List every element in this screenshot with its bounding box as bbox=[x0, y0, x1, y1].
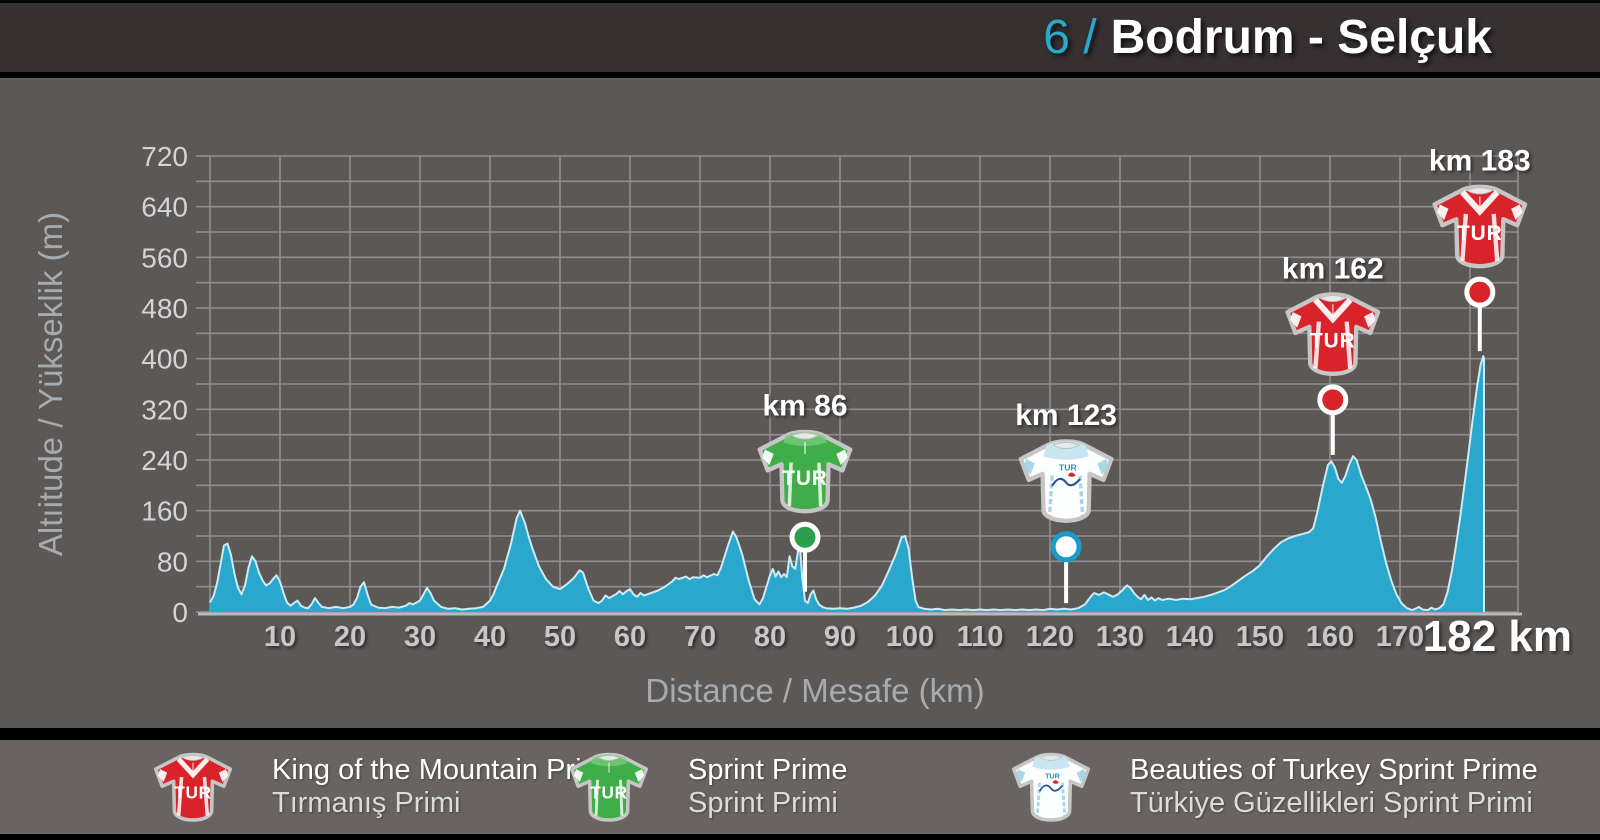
svg-text:110: 110 bbox=[957, 621, 1004, 653]
grid bbox=[196, 155, 1519, 613]
legend-text-beauties: Beauties of Turkey Sprint Prime Türkiye … bbox=[1130, 754, 1538, 820]
beauties-jersey-icon: TUR bbox=[1011, 752, 1091, 822]
x-axis-labels: 10 20 30 40 50 60 70 80 90 100 110 120 130 140 150 160 1… bbox=[264, 621, 1424, 653]
prime-dot bbox=[1317, 384, 1349, 416]
prime-km-label: km 162 bbox=[1282, 252, 1384, 285]
svg-text:240: 240 bbox=[141, 445, 188, 476]
x-axis-title: Distance / Mesafe (km) bbox=[645, 672, 984, 709]
svg-text:400: 400 bbox=[141, 344, 188, 375]
stage-title: Bodrum - Selçuk bbox=[1110, 11, 1492, 64]
svg-text:720: 720 bbox=[141, 141, 188, 172]
svg-text:0: 0 bbox=[172, 597, 188, 628]
legend-item-sprint: TUR Sprint Prime Sprint Primi bbox=[566, 740, 848, 834]
legend-top-divider bbox=[0, 728, 1600, 740]
svg-text:140: 140 bbox=[1166, 621, 1214, 653]
svg-text:480: 480 bbox=[141, 293, 188, 324]
marker-km-123: TUR km 123 bbox=[1015, 399, 1117, 604]
svg-text:160: 160 bbox=[1306, 621, 1354, 653]
legend-text-kom: King of the Mountain Prime Tırmanış Prim… bbox=[272, 754, 622, 820]
svg-text:TUR: TUR bbox=[1310, 330, 1356, 353]
white-jersey-icon: TUR bbox=[1018, 439, 1114, 523]
svg-text:150: 150 bbox=[1236, 621, 1284, 653]
legend-text-sprint: Sprint Prime Sprint Primi bbox=[688, 754, 848, 820]
svg-text:TUR: TUR bbox=[1045, 772, 1061, 780]
svg-text:80: 80 bbox=[754, 621, 786, 653]
prime-dot bbox=[789, 521, 821, 553]
svg-text:40: 40 bbox=[474, 621, 506, 653]
stage-title-line: 6 /Bodrum - Selçuk bbox=[0, 3, 1600, 72]
prime-dot bbox=[1050, 531, 1082, 563]
svg-text:130: 130 bbox=[1096, 621, 1144, 653]
svg-text:20: 20 bbox=[334, 621, 366, 653]
svg-text:TUR: TUR bbox=[1059, 462, 1078, 472]
svg-text:TUR: TUR bbox=[1457, 222, 1503, 245]
svg-text:320: 320 bbox=[141, 394, 188, 425]
prime-km-label: km 183 bbox=[1429, 145, 1531, 178]
prime-km-label: km 123 bbox=[1015, 399, 1117, 432]
marker-km-86: TUR km 86 bbox=[757, 390, 853, 592]
svg-text:70: 70 bbox=[684, 621, 716, 653]
svg-text:90: 90 bbox=[824, 621, 856, 653]
total-distance-label: 182 km bbox=[1423, 612, 1572, 661]
legend-item-beauties: TUR Beauties of Turkey Sprint Prime Türk… bbox=[1008, 740, 1538, 834]
legend-label-en: King of the Mountain Prime bbox=[272, 754, 622, 786]
prime-km-label: km 86 bbox=[762, 390, 847, 423]
y-axis-labels: 0 80 160 240 320 400 480 560 640 720 bbox=[141, 141, 188, 628]
legend-label-tr: Sprint Primi bbox=[688, 787, 838, 819]
legend-band: TUR King of the Mountain Prime Tırmanış … bbox=[0, 740, 1600, 834]
stage-number: 6 / bbox=[1043, 11, 1097, 64]
svg-text:30: 30 bbox=[404, 621, 436, 653]
svg-text:80: 80 bbox=[157, 546, 188, 577]
svg-text:640: 640 bbox=[141, 192, 188, 223]
legend-bar: TUR King of the Mountain Prime Tırmanış … bbox=[0, 728, 1600, 840]
svg-text:TUR: TUR bbox=[782, 467, 828, 490]
legend-bottom-divider bbox=[0, 834, 1600, 840]
legend-label-tr: Tırmanış Primi bbox=[272, 787, 461, 819]
svg-text:120: 120 bbox=[1026, 621, 1074, 653]
svg-text:60: 60 bbox=[614, 621, 646, 653]
svg-text:10: 10 bbox=[264, 621, 296, 653]
marker-km-162: TUR km 162 bbox=[1282, 252, 1384, 455]
sprint-jersey-icon: TUR bbox=[569, 752, 649, 822]
legend-label-en: Beauties of Turkey Sprint Prime bbox=[1130, 754, 1538, 786]
svg-text:170: 170 bbox=[1376, 621, 1424, 653]
legend-item-kom: TUR King of the Mountain Prime Tırmanış … bbox=[150, 740, 622, 834]
green-jersey-icon: TUR bbox=[757, 429, 853, 514]
prime-dot bbox=[1464, 276, 1496, 308]
svg-text:100: 100 bbox=[886, 621, 934, 653]
svg-text:160: 160 bbox=[141, 496, 188, 527]
red-jersey-icon: TUR bbox=[1285, 292, 1381, 377]
legend-label-tr: Türkiye Güzellikleri Sprint Primi bbox=[1130, 787, 1533, 819]
red-jersey-icon: TUR bbox=[1432, 184, 1528, 269]
svg-text:560: 560 bbox=[141, 242, 188, 273]
marker-km-183: TUR km 183 bbox=[1429, 145, 1531, 352]
kom-jersey-icon: TUR bbox=[153, 752, 233, 822]
legend-label-en: Sprint Prime bbox=[688, 754, 848, 786]
header-bar: 6 /Bodrum - Selçuk bbox=[0, 0, 1600, 78]
y-axis-title: Altıitude / Yükseklik (m) bbox=[32, 212, 69, 556]
svg-text:50: 50 bbox=[544, 621, 576, 653]
svg-text:TUR: TUR bbox=[174, 782, 211, 802]
elevation-area bbox=[209, 355, 1485, 612]
svg-text:TUR: TUR bbox=[590, 782, 627, 802]
